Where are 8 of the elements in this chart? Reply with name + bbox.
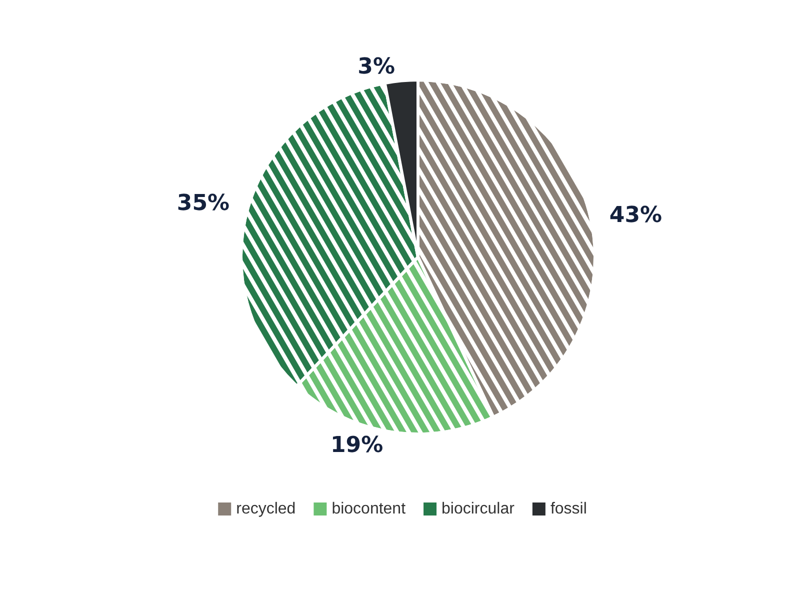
data-label: 43% bbox=[609, 202, 662, 228]
legend-label: biocircular bbox=[442, 500, 516, 518]
data-label: 19% bbox=[330, 433, 384, 458]
legend-label: recycled bbox=[236, 500, 296, 518]
legend-label: fossil bbox=[550, 500, 587, 518]
data-label: 35% bbox=[176, 191, 230, 216]
legend-label: biocontent bbox=[332, 500, 406, 518]
data-label: 3% bbox=[358, 54, 396, 80]
